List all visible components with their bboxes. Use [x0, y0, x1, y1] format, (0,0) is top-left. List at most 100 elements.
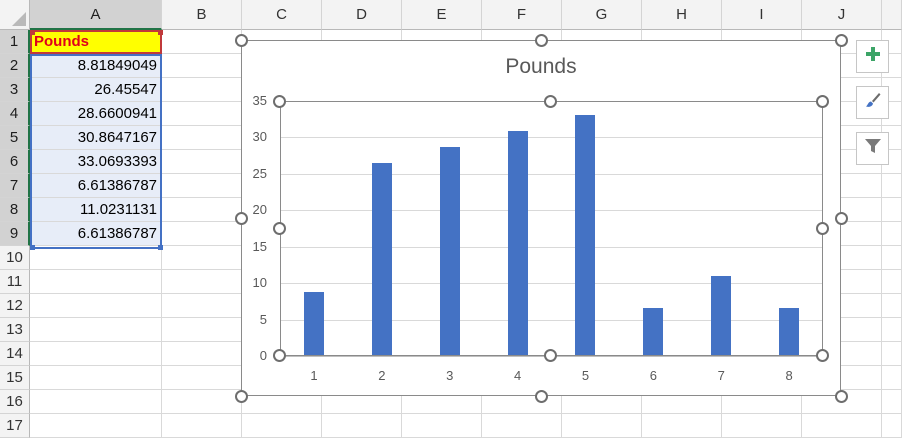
grid-cell[interactable]: [30, 270, 162, 294]
grid-cell[interactable]: [882, 294, 902, 318]
grid-cell[interactable]: [162, 318, 242, 342]
chart-title[interactable]: Pounds: [505, 55, 577, 78]
resize-handle[interactable]: [816, 95, 829, 108]
grid-cell[interactable]: [642, 414, 722, 438]
plot-area-frame[interactable]: [280, 101, 823, 356]
column-header-j[interactable]: J: [802, 0, 882, 30]
grid-cell[interactable]: [802, 414, 882, 438]
resize-handle[interactable]: [235, 390, 248, 403]
grid-cell[interactable]: [30, 366, 162, 390]
data-cell-a2[interactable]: 8.81849049: [30, 54, 162, 78]
row-header-11[interactable]: 11: [0, 270, 30, 294]
bar-7[interactable]: [711, 275, 732, 356]
data-cell-a9[interactable]: 6.61386787: [30, 222, 162, 246]
row-header-13[interactable]: 13: [0, 318, 30, 342]
grid-cell[interactable]: [882, 270, 902, 294]
grid-cell[interactable]: [802, 318, 882, 342]
grid-cell[interactable]: [162, 150, 242, 174]
grid-cell[interactable]: [162, 342, 242, 366]
data-cell-a3[interactable]: 26.45547: [30, 78, 162, 102]
column-header-b[interactable]: B: [162, 0, 242, 30]
chart-styles-button[interactable]: [856, 86, 889, 119]
grid-cell[interactable]: [162, 366, 242, 390]
column-header-g[interactable]: G: [562, 0, 642, 30]
grid-cell[interactable]: [162, 30, 242, 54]
grid-cell[interactable]: [30, 414, 162, 438]
grid-cell[interactable]: [802, 222, 882, 246]
bar-2[interactable]: [371, 163, 392, 356]
column-header-c[interactable]: C: [242, 0, 322, 30]
resize-handle[interactable]: [535, 34, 548, 47]
row-header-3[interactable]: 3: [0, 78, 30, 102]
bar-6[interactable]: [643, 307, 664, 356]
grid-cell[interactable]: [162, 390, 242, 414]
data-cell-a5[interactable]: 30.8647167: [30, 126, 162, 150]
column-header-f[interactable]: F: [482, 0, 562, 30]
column-header-i[interactable]: I: [722, 0, 802, 30]
grid-cell[interactable]: [162, 294, 242, 318]
chart-area[interactable]: Pounds 0 5 10 15 20 25 30 35 1 2 3 4 5 6 7 8: [241, 40, 841, 396]
grid-cell[interactable]: [482, 390, 562, 414]
grid-cell[interactable]: [242, 414, 322, 438]
grid-cell[interactable]: [162, 246, 242, 270]
grid-cell[interactable]: [30, 390, 162, 414]
grid-cell[interactable]: [802, 246, 882, 270]
grid-cell[interactable]: [882, 318, 902, 342]
grid-cell[interactable]: [882, 342, 902, 366]
resize-handle[interactable]: [835, 390, 848, 403]
resize-handle[interactable]: [544, 349, 557, 362]
grid-cell[interactable]: [882, 222, 902, 246]
chart-elements-button[interactable]: [856, 40, 889, 73]
grid-cell[interactable]: [882, 198, 902, 222]
row-header-10[interactable]: 10: [0, 246, 30, 270]
column-header-h[interactable]: H: [642, 0, 722, 30]
grid-cell[interactable]: [882, 174, 902, 198]
row-header-5[interactable]: 5: [0, 126, 30, 150]
select-all-corner[interactable]: [0, 0, 30, 30]
grid-cell[interactable]: [322, 390, 402, 414]
grid-cell[interactable]: [802, 270, 882, 294]
header-cell-a1[interactable]: Pounds: [30, 30, 162, 54]
grid-cell[interactable]: [162, 78, 242, 102]
grid-cell[interactable]: [30, 294, 162, 318]
row-header-12[interactable]: 12: [0, 294, 30, 318]
column-header-d[interactable]: D: [322, 0, 402, 30]
grid-cell[interactable]: [162, 222, 242, 246]
column-header-e[interactable]: E: [402, 0, 482, 30]
resize-handle[interactable]: [273, 95, 286, 108]
grid-cell[interactable]: [802, 366, 882, 390]
grid-cell[interactable]: [30, 342, 162, 366]
grid-cell[interactable]: [802, 174, 882, 198]
bar-1[interactable]: [303, 291, 324, 356]
grid-cell[interactable]: [722, 390, 802, 414]
data-cell-a6[interactable]: 33.0693393: [30, 150, 162, 174]
row-header-4[interactable]: 4: [0, 102, 30, 126]
row-header-8[interactable]: 8: [0, 198, 30, 222]
grid-cell[interactable]: [30, 318, 162, 342]
row-header-16[interactable]: 16: [0, 390, 30, 414]
grid-cell[interactable]: [162, 126, 242, 150]
grid-cell[interactable]: [402, 414, 482, 438]
row-header-2[interactable]: 2: [0, 54, 30, 78]
bar-8[interactable]: [779, 307, 800, 356]
grid-cell[interactable]: [642, 390, 722, 414]
grid-cell[interactable]: [882, 390, 902, 414]
row-header-17[interactable]: 17: [0, 414, 30, 438]
grid-cell[interactable]: [562, 414, 642, 438]
grid-cell[interactable]: [322, 414, 402, 438]
grid-cell[interactable]: [30, 246, 162, 270]
grid-cell[interactable]: [162, 102, 242, 126]
resize-handle[interactable]: [835, 212, 848, 225]
resize-handle[interactable]: [535, 390, 548, 403]
grid-cell[interactable]: [802, 390, 882, 414]
grid-cell[interactable]: [162, 174, 242, 198]
grid-cell[interactable]: [162, 198, 242, 222]
resize-handle[interactable]: [816, 222, 829, 235]
grid-cell[interactable]: [242, 390, 322, 414]
grid-cell[interactable]: [482, 414, 562, 438]
grid-cell[interactable]: [562, 390, 642, 414]
grid-cell[interactable]: [402, 390, 482, 414]
resize-handle[interactable]: [835, 34, 848, 47]
data-cell-a4[interactable]: 28.6600941: [30, 102, 162, 126]
row-header-6[interactable]: 6: [0, 150, 30, 174]
